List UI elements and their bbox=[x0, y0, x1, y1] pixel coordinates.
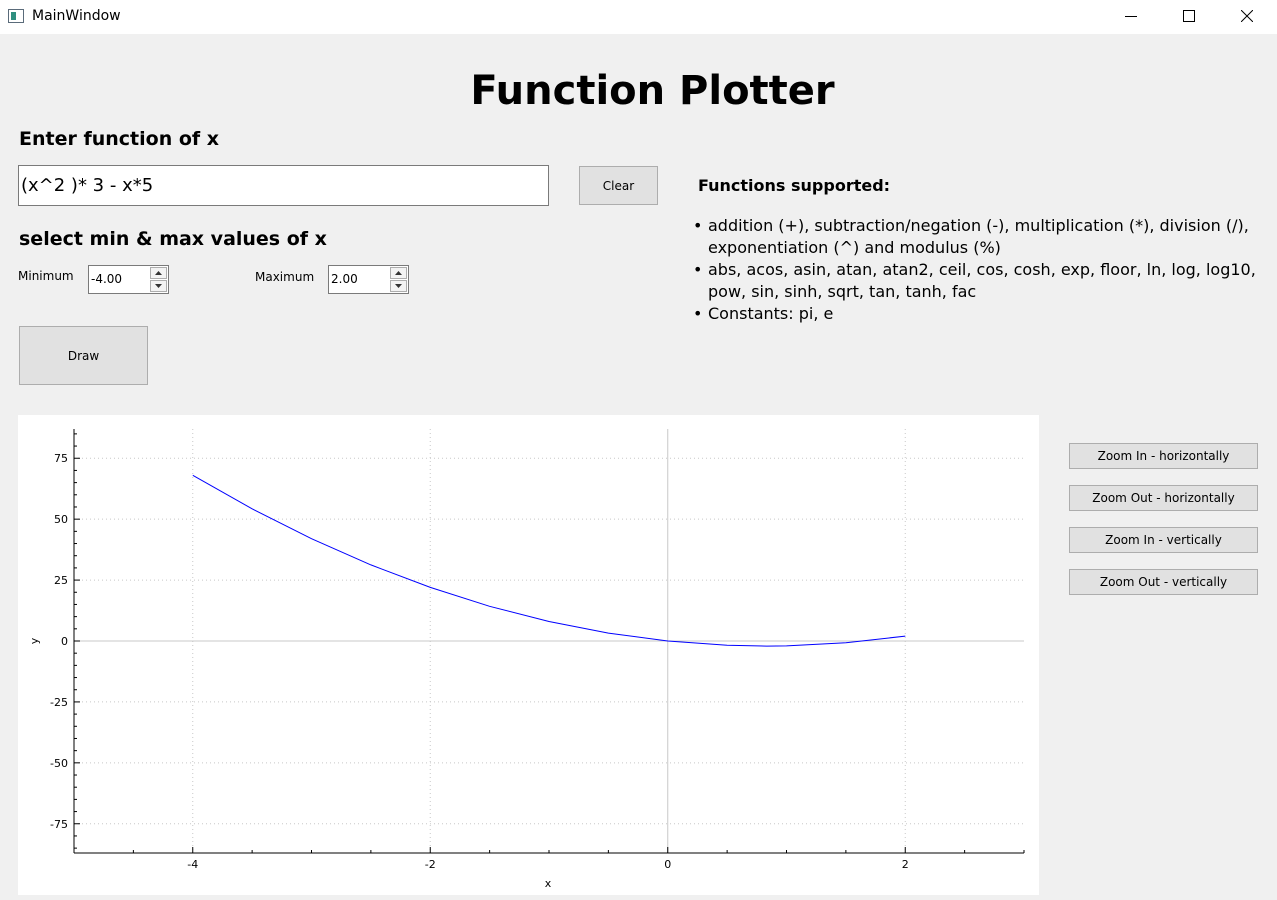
maximum-down-button[interactable] bbox=[390, 280, 407, 292]
close-button[interactable] bbox=[1218, 0, 1276, 32]
zoom-in-vertical-button[interactable]: Zoom In - vertically bbox=[1069, 527, 1258, 553]
page-title: Function Plotter bbox=[470, 68, 835, 114]
y-tick-label: -50 bbox=[50, 757, 68, 770]
function-curve bbox=[192, 474, 906, 647]
minimize-icon bbox=[1125, 16, 1137, 17]
zoom-out-horizontal-button[interactable]: Zoom Out - horizontally bbox=[1069, 485, 1258, 511]
function-input[interactable] bbox=[18, 165, 549, 206]
x-tick-label: -4 bbox=[187, 858, 198, 871]
draw-button[interactable]: Draw bbox=[19, 326, 148, 385]
maximize-icon bbox=[1183, 10, 1195, 22]
list-item-text: addition (+), subtraction/negation (-), … bbox=[708, 216, 1249, 257]
supported-list: • addition (+), subtraction/negation (-),… bbox=[693, 215, 1263, 325]
list-item-text: Constants: pi, e bbox=[708, 304, 834, 323]
y-tick-label: 75 bbox=[54, 452, 68, 465]
chevron-down-icon bbox=[395, 284, 402, 288]
x-axis-label: x bbox=[545, 877, 552, 890]
y-axis-label: y bbox=[28, 637, 41, 644]
maximum-label: Maximum bbox=[255, 270, 315, 284]
x-tick-label: -2 bbox=[425, 858, 436, 871]
supported-title: Functions supported: bbox=[698, 176, 891, 195]
x-tick-label: 0 bbox=[664, 858, 671, 871]
window-title: MainWindow bbox=[32, 8, 121, 24]
chevron-up-icon bbox=[395, 271, 402, 275]
y-tick-label: 50 bbox=[54, 513, 68, 526]
minimum-spinbox[interactable]: -4.00 bbox=[88, 265, 169, 294]
y-tick-label: -75 bbox=[50, 818, 68, 831]
list-item: • Constants: pi, e bbox=[693, 304, 834, 323]
x-tick-label: 2 bbox=[902, 858, 909, 871]
close-icon bbox=[1241, 10, 1253, 22]
range-label: select min & max values of x bbox=[19, 228, 327, 250]
y-tick-label: -25 bbox=[50, 696, 68, 709]
maximum-spinbox[interactable]: 2.00 bbox=[328, 265, 409, 294]
clear-button[interactable]: Clear bbox=[579, 166, 658, 205]
chevron-down-icon bbox=[155, 284, 162, 288]
minimum-up-button[interactable] bbox=[150, 267, 167, 279]
list-item: • abs, acos, asin, atan, atan2, ceil, cos… bbox=[693, 260, 1256, 301]
function-plot: -4 -2 0 2 -75 -50 -25 0 25 50 75 x y bbox=[28, 429, 1025, 890]
maximum-value[interactable]: 2.00 bbox=[331, 272, 358, 286]
maximum-up-button[interactable] bbox=[390, 267, 407, 279]
function-label: Enter function of x bbox=[19, 128, 220, 150]
minimize-button[interactable] bbox=[1102, 0, 1160, 32]
list-item-text: abs, acos, asin, atan, atan2, ceil, cos,… bbox=[708, 260, 1256, 301]
maximize-button[interactable] bbox=[1160, 0, 1218, 32]
plot-area[interactable]: -4 -2 0 2 -75 -50 -25 0 25 50 75 x y bbox=[18, 415, 1039, 895]
zoom-in-horizontal-button[interactable]: Zoom In - horizontally bbox=[1069, 443, 1258, 469]
list-item: • addition (+), subtraction/negation (-),… bbox=[693, 216, 1249, 257]
minimum-label: Minimum bbox=[18, 269, 74, 283]
minimum-down-button[interactable] bbox=[150, 280, 167, 292]
minimum-value[interactable]: -4.00 bbox=[91, 272, 123, 286]
chevron-up-icon bbox=[155, 271, 162, 275]
title-bar: MainWindow bbox=[0, 0, 1277, 34]
y-tick-label: 25 bbox=[54, 574, 68, 587]
zoom-out-vertical-button[interactable]: Zoom Out - vertically bbox=[1069, 569, 1258, 595]
app-icon bbox=[8, 9, 24, 23]
y-tick-label: 0 bbox=[61, 635, 68, 648]
